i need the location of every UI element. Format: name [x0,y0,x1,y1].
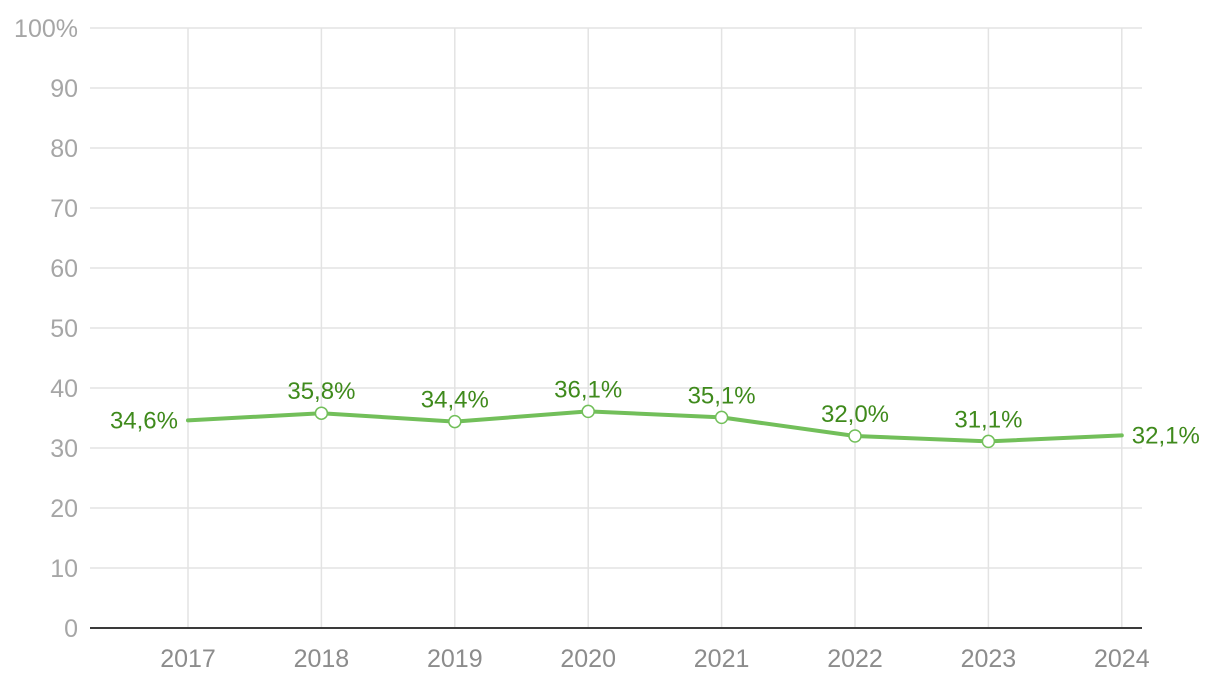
data-label: 34,6% [110,407,178,434]
series-line [186,409,1124,444]
x-tick-label: 2018 [294,645,350,673]
data-point-marker [981,434,996,449]
data-label: 34,4% [421,387,489,414]
x-tick-label: 2024 [1094,645,1150,673]
x-tick-label: 2020 [560,645,616,673]
data-point-marker [448,414,462,429]
x-tick-label: 2017 [160,645,216,673]
x-tick-label: 2019 [427,645,483,673]
x-tick-label: 2021 [694,645,750,673]
grid-lines [90,27,1142,628]
y-tick-label: 40 [50,375,78,403]
y-tick-label: 80 [50,135,78,163]
y-tick-label: 0 [64,615,78,643]
data-point-marker [314,406,329,420]
axes: 0 10 20 30 40 50 60 70 80 90 100% 2017 2018 2019 2020 2… [14,15,1150,673]
y-tick-label: 70 [50,195,78,223]
y-tick-label: 60 [50,255,78,283]
data-label: 31,1% [954,406,1022,433]
data-label: 35,1% [688,382,756,409]
y-tick-label: 10 [50,555,78,583]
data-label: 36,1% [554,376,622,403]
y-tick-label: 90 [50,75,78,103]
series-line-group [186,404,1124,449]
data-label: 32,0% [821,401,889,428]
data-labels: 34,6% 35,8% 34,4% 36,1% 35,1% 32,0% 31,1% 32,1% [110,376,1200,449]
y-tick-label: 100% [14,15,78,43]
y-tick-label: 50 [50,315,78,343]
x-tick-label: 2023 [961,645,1017,673]
data-point-marker [848,429,862,443]
y-tick-label: 20 [50,495,78,523]
x-tick-label: 2022 [827,645,883,673]
data-label: 32,1% [1132,422,1200,449]
data-point-marker [714,410,729,425]
data-point-marker [581,404,595,419]
y-tick-label: 30 [50,435,78,463]
data-label: 35,8% [287,378,355,405]
